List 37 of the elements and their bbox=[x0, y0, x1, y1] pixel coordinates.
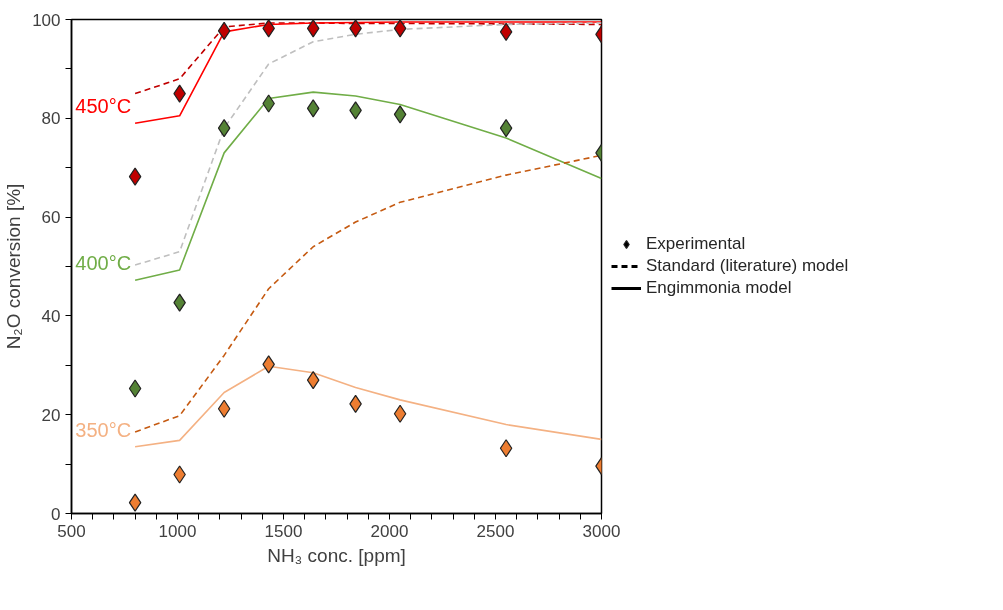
legend-label: Standard (literature) model bbox=[646, 256, 849, 276]
legend-label: Experimental bbox=[646, 234, 746, 254]
y-tick-label: 20 bbox=[41, 405, 61, 425]
series-label: 450°C bbox=[75, 95, 132, 118]
point bbox=[499, 439, 513, 458]
x-tick-label: 1000 bbox=[158, 521, 197, 541]
point bbox=[306, 99, 320, 118]
line-series bbox=[134, 21, 602, 125]
point bbox=[128, 493, 142, 512]
x-tick-label: 3000 bbox=[582, 521, 621, 541]
x-tick-label: 1500 bbox=[264, 521, 303, 541]
point bbox=[217, 399, 231, 418]
x-tick-label: 2000 bbox=[370, 521, 409, 541]
y-tick-label: 80 bbox=[41, 109, 61, 129]
y-axis-title: N₂O conversion [%] bbox=[3, 183, 25, 350]
point bbox=[306, 371, 320, 390]
series-label: 350°C bbox=[75, 418, 132, 441]
point bbox=[499, 22, 513, 41]
y-tick-label: 40 bbox=[41, 306, 61, 326]
point bbox=[306, 19, 320, 38]
point bbox=[499, 119, 513, 138]
y-tick-label: 100 bbox=[32, 10, 61, 30]
point bbox=[128, 379, 142, 398]
point bbox=[217, 21, 231, 40]
x-axis-title: NH₃ conc. [ppm] bbox=[267, 544, 406, 566]
point bbox=[128, 167, 142, 186]
point bbox=[393, 105, 407, 124]
y-tick-label: 0 bbox=[51, 504, 61, 524]
legend-label: Engimmonia model bbox=[646, 278, 792, 298]
series-label: 400°C bbox=[75, 252, 132, 275]
point bbox=[217, 119, 231, 138]
y-tick-label: 60 bbox=[41, 208, 61, 228]
line-series bbox=[134, 91, 602, 282]
point bbox=[393, 404, 407, 423]
x-tick-label: 500 bbox=[57, 521, 86, 541]
point bbox=[393, 19, 407, 38]
x-tick-label: 2500 bbox=[476, 521, 515, 541]
